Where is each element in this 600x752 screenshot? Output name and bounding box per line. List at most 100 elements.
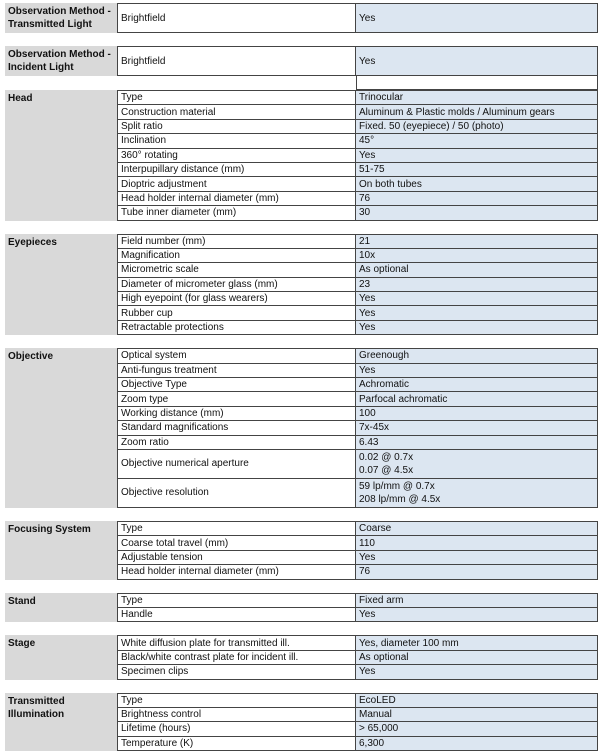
spec-rows: Type Coarse Coarse total travel (mm) 110 Adj… (117, 520, 598, 580)
spec-name: Black/white contrast plate for incident … (117, 650, 356, 665)
spec-value: Manual (356, 707, 598, 722)
table-row: Anti-fungus treatment Yes (117, 363, 598, 379)
table-row: Type Fixed arm (117, 593, 598, 608)
spec-value: Yes (356, 363, 598, 378)
table-row: Objective Type Achromatic (117, 378, 598, 393)
table-row: Construction material Aluminum & Plastic … (117, 105, 598, 120)
spec-value: Greenough (356, 349, 598, 363)
spec-value: 23 (356, 277, 598, 292)
spec-value: 6,300 (356, 736, 598, 751)
spec-name: Objective numerical aperture (117, 449, 356, 478)
spec-rows: Type EcoLED Brightness control Manual Lifeti… (117, 692, 598, 752)
spec-name: High eyepoint (for glass wearers) (117, 292, 356, 306)
spec-value: Fixed. 50 (eyepiece) / 50 (photo) (356, 119, 598, 134)
spec-name: Optical system (117, 349, 356, 363)
table-row: Retractable protections Yes (117, 320, 598, 336)
spec-rows: Type Fixed arm Handle Yes (117, 592, 598, 623)
spec-section: Eyepieces Field number (mm) 21 Magnificatio… (5, 233, 598, 336)
spec-value: 45° (356, 134, 598, 148)
spec-section: Stage White diffusion plate for transmitt… (5, 635, 598, 680)
table-row: Type Coarse (117, 521, 598, 537)
section-label: Eyepieces (5, 233, 117, 336)
spec-name: Brightness control (117, 707, 356, 722)
spec-name: Head holder internal diameter (mm) (117, 565, 356, 579)
spec-section: Observation Method - Incident Light Brigh… (5, 46, 598, 76)
spec-name: Type (117, 91, 356, 105)
spec-name: 360° rotating (117, 148, 356, 162)
table-row: Objective numerical aperture 0.02 @ 0.7x … (117, 449, 598, 479)
table-row: Coarse total travel (mm) 110 (117, 536, 598, 551)
spec-section: Focusing System Type Coarse Coarse total tr… (5, 520, 598, 580)
spec-rows: Optical system Greenough Anti-fungus treat… (117, 348, 598, 508)
spec-value: 10x (356, 248, 598, 263)
table-row: Type EcoLED (117, 693, 598, 708)
spec-name: Brightfield (117, 47, 356, 75)
table-row: Split ratio Fixed. 50 (eyepiece) / 50 (ph… (117, 119, 598, 135)
spec-value: Achromatic (356, 378, 598, 392)
spec-rows: Field number (mm) 21 Magnification 10x Micro… (117, 233, 598, 336)
spec-value: On both tubes (356, 177, 598, 191)
spec-value: Yes (356, 47, 598, 75)
table-row: Objective resolution 59 lp/mm @ 0.7x 208 … (117, 478, 598, 508)
spec-section: Stand Type Fixed arm Handle Yes (5, 592, 598, 623)
table-row: Standard magnifications 7x-45x (117, 421, 598, 436)
spec-name: Coarse total travel (mm) (117, 536, 356, 550)
spec-value: Fixed arm (356, 593, 598, 607)
table-row: Dioptric adjustment On both tubes (117, 177, 598, 192)
table-row: Micrometric scale As optional (117, 263, 598, 278)
spec-section: Head Type Trinocular Construction material A… (5, 90, 598, 221)
spec-value: 59 lp/mm @ 0.7x 208 lp/mm @ 4.5x (356, 478, 598, 507)
table-row: White diffusion plate for transmitted il… (117, 636, 598, 651)
spec-name: Specimen clips (117, 665, 356, 679)
spec-name: Type (117, 521, 356, 536)
spec-name: Tube inner diameter (mm) (117, 206, 356, 220)
table-row: Head holder internal diameter (mm) 76 (117, 191, 598, 207)
spec-section: Observation Method - Transmitted Light Br… (5, 3, 598, 33)
spec-value: As optional (356, 650, 598, 665)
spec-name: Rubber cup (117, 306, 356, 320)
spec-name: Micrometric scale (117, 263, 356, 277)
spec-value: Coarse (356, 521, 598, 536)
empty-cell (356, 76, 598, 90)
spec-value: 6.43 (356, 435, 598, 449)
spec-value: Trinocular (356, 91, 598, 105)
table-row: Type Trinocular (117, 91, 598, 106)
table-row: Adjustable tension Yes (117, 550, 598, 566)
spec-name: Type (117, 693, 356, 707)
spec-value: 7x-45x (356, 421, 598, 435)
spec-value: 21 (356, 234, 598, 248)
spec-value: 76 (356, 191, 598, 206)
table-row: Brightness control Manual (117, 707, 598, 723)
spec-name: Adjustable tension (117, 550, 356, 565)
spec-value: Yes (356, 306, 598, 320)
table-row: Temperature (K) 6,300 (117, 736, 598, 752)
table-row: Handle Yes (117, 607, 598, 623)
spec-name: Temperature (K) (117, 736, 356, 751)
spec-name: Split ratio (117, 119, 356, 134)
section-label: Focusing System (5, 520, 117, 580)
spec-value: Yes (356, 607, 598, 622)
spec-value: 30 (356, 206, 598, 220)
table-row: Diameter of micrometer glass (mm) 23 (117, 277, 598, 293)
spec-name: Type (117, 593, 356, 607)
table-row: Inclination 45° (117, 134, 598, 149)
spec-value: Yes (356, 550, 598, 565)
spec-section: Transmitted Illumination Type EcoLED Bright… (5, 692, 598, 752)
table-row: Specimen clips Yes (117, 665, 598, 680)
spec-value: Yes, diameter 100 mm (356, 636, 598, 650)
spec-rows: Brightfield Yes (117, 46, 598, 76)
table-row: Black/white contrast plate for incident … (117, 650, 598, 666)
spec-value: Yes (356, 292, 598, 306)
section-label: Observation Method - Incident Light (5, 46, 117, 76)
table-row: 360° rotating Yes (117, 148, 598, 163)
spec-name: Magnification (117, 248, 356, 263)
spec-value: Parfocal achromatic (356, 392, 598, 406)
spec-value: 76 (356, 565, 598, 579)
spec-name: Zoom type (117, 392, 356, 406)
spec-name: Construction material (117, 105, 356, 119)
table-row: Zoom ratio 6.43 (117, 435, 598, 450)
spec-value: > 65,000 (356, 722, 598, 736)
spec-rows: Type Trinocular Construction material Alumi… (117, 90, 598, 221)
table-row: Rubber cup Yes (117, 306, 598, 321)
